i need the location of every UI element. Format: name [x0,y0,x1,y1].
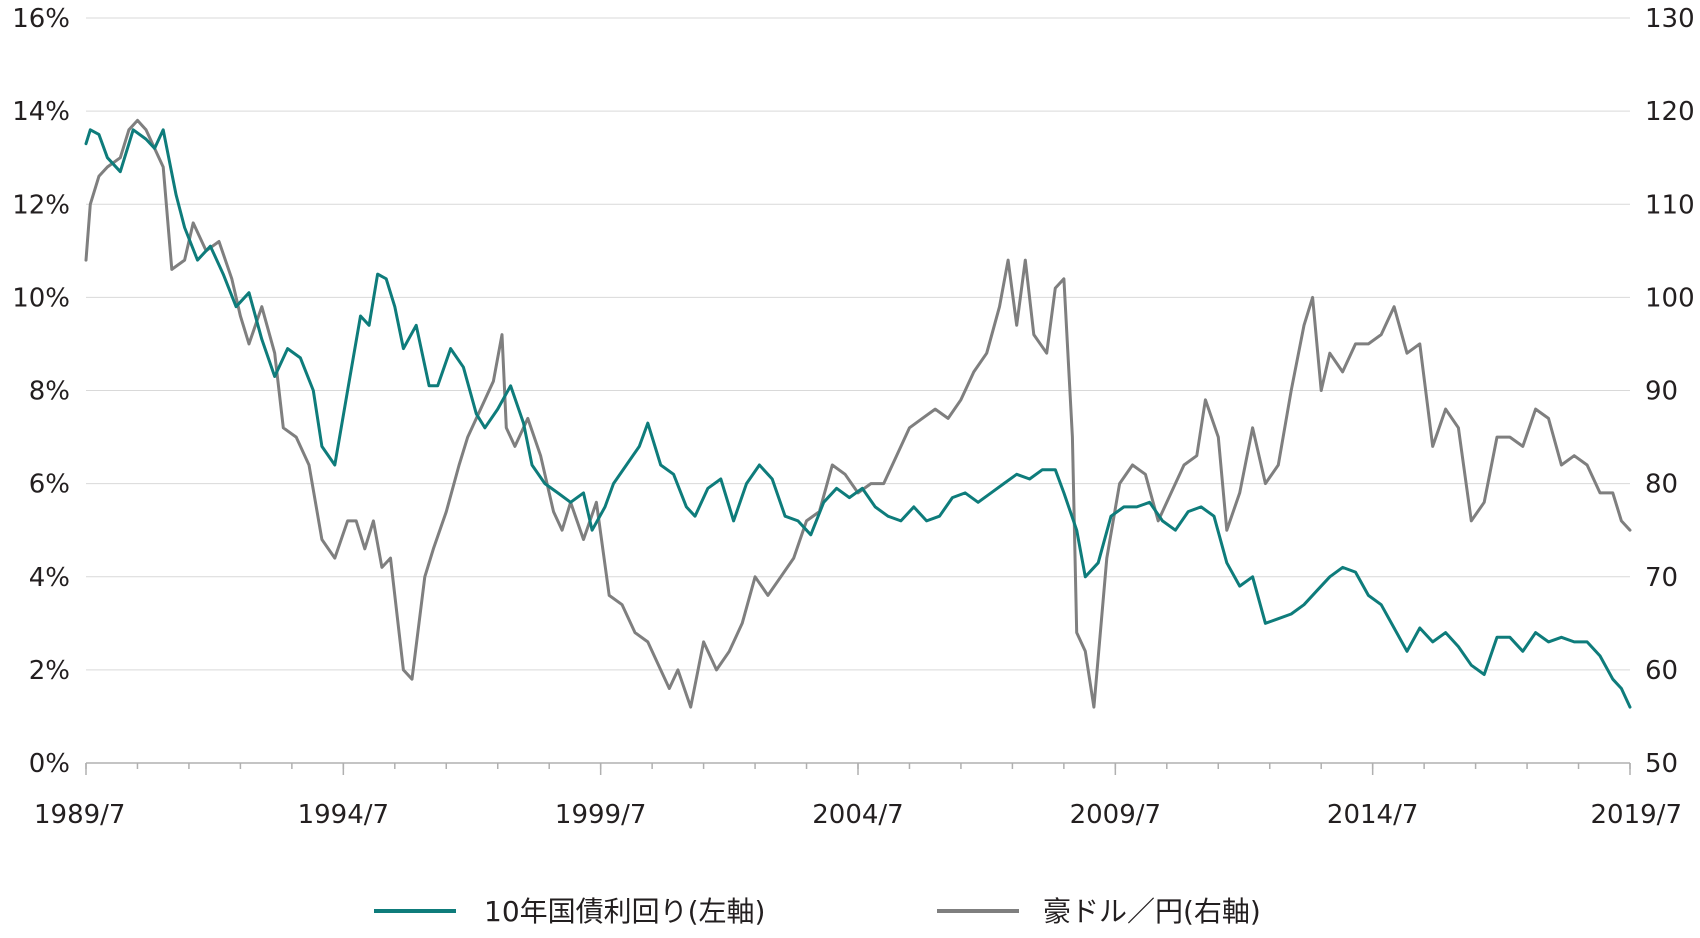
x-axis-ticks: 1989/7 1994/7 1999/7 2004/7 2009/7 2014/7 2019… [34,800,1682,830]
right-axis-tick-label: 100 [1645,283,1695,313]
left-axis-ticks: 0% 2% 4% 6% 8% 10% 12% 14% 16% [12,4,70,779]
left-axis-tick-label: 8% [29,377,70,407]
left-axis-tick-label: 14% [12,97,70,127]
right-axis-tick-label: 110 [1645,190,1695,220]
right-axis-ticks: 50 60 70 80 90 100 110 120 130 [1645,4,1695,779]
x-axis-tick-label: 1999/7 [555,800,646,830]
right-axis-tick-label: 50 [1645,749,1678,779]
left-axis-tick-label: 16% [12,4,70,34]
right-axis-tick-label: 70 [1645,563,1678,593]
left-axis-tick-label: 0% [29,749,70,779]
aud-jpy-line [84,118,1632,709]
bond-yield-line [84,128,1632,709]
right-axis-tick-label: 80 [1645,470,1678,500]
left-axis-tick-label: 12% [12,190,70,220]
legend-label: 豪ドル／円(右軸) [1043,895,1261,928]
x-axis-tick-label: 2009/7 [1070,800,1161,830]
x-axis-tick-label: 2019/7 [1591,800,1682,830]
legend-label: 10年国債利回り(左軸) [484,895,765,928]
x-axis-tick-label: 2014/7 [1327,800,1418,830]
x-axis-tick-label: 2004/7 [812,800,903,830]
right-axis-tick-label: 90 [1645,377,1678,407]
axis-layer [85,762,1631,775]
x-axis-tick-label: 1989/7 [34,800,125,830]
right-axis-tick-label: 120 [1645,97,1695,127]
right-axis-tick-label: 130 [1645,4,1695,34]
left-axis-tick-label: 6% [29,470,70,500]
x-axis-tick-label: 1994/7 [298,800,389,830]
left-axis-tick-label: 4% [29,563,70,593]
grid-layer [86,17,1630,671]
right-axis-tick-label: 60 [1645,656,1678,686]
series-layer [84,118,1632,709]
left-axis-tick-label: 2% [29,656,70,686]
left-axis-tick-label: 10% [12,283,70,313]
legend: 10年国債利回り(左軸) 豪ドル／円(右軸) [374,895,1261,928]
